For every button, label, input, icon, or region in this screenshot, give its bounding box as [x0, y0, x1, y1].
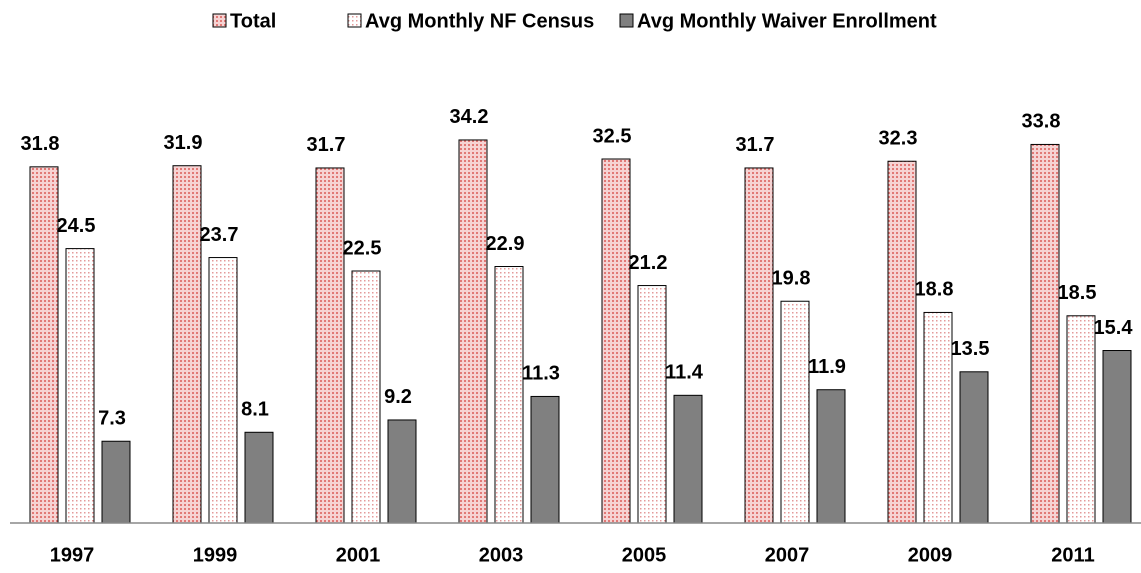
data-label: 18.5	[1058, 282, 1097, 304]
data-label: 31.7	[307, 134, 346, 156]
legend-swatch	[212, 13, 227, 28]
bar	[208, 257, 238, 524]
bar	[387, 419, 417, 524]
bar	[887, 160, 917, 524]
legend-label: Avg Monthly Waiver Enrollment	[637, 10, 937, 32]
x-tick-label: 2011	[1051, 544, 1094, 566]
bar	[816, 389, 846, 524]
data-label: 23.7	[200, 224, 239, 246]
data-label: 33.8	[1022, 111, 1061, 133]
data-label: 22.5	[343, 237, 382, 259]
legend-swatch	[347, 13, 362, 28]
x-tick-label: 2005	[622, 544, 667, 566]
bar	[601, 158, 631, 524]
legend-swatch	[619, 13, 634, 28]
bar	[530, 395, 560, 524]
x-tick-label: 2007	[765, 544, 810, 566]
data-label: 18.8	[915, 279, 954, 301]
bar	[315, 167, 345, 524]
data-label: 31.7	[736, 134, 775, 156]
data-label: 13.5	[951, 338, 990, 360]
x-tick-label: 2001	[336, 544, 381, 566]
bar	[637, 285, 667, 524]
bar	[780, 300, 810, 524]
data-label: 11.3	[522, 363, 560, 385]
x-tick-label: 1997	[50, 544, 95, 566]
data-label: 11.9	[808, 356, 846, 378]
bar	[244, 431, 274, 524]
bar	[101, 440, 131, 524]
bar	[172, 165, 202, 524]
data-label: 11.4	[665, 362, 704, 384]
data-label: 32.5	[593, 125, 632, 147]
data-label: 9.2	[384, 386, 412, 408]
bar	[959, 371, 989, 524]
bar	[1030, 143, 1060, 524]
bar	[494, 266, 524, 524]
bar	[744, 167, 774, 524]
data-label: 21.2	[629, 252, 668, 274]
data-label: 32.3	[879, 128, 918, 150]
bar	[458, 139, 488, 524]
data-label: 15.4	[1094, 317, 1134, 339]
bar	[351, 270, 381, 524]
bar	[1066, 315, 1096, 524]
data-label: 19.8	[772, 268, 811, 290]
data-label: 31.8	[21, 133, 60, 155]
legend-label: Avg Monthly NF Census	[365, 10, 594, 32]
data-label: 22.9	[486, 233, 525, 255]
x-tick-label: 1999	[193, 544, 238, 566]
x-tick-label: 2003	[479, 544, 524, 566]
bar	[65, 248, 95, 524]
bar	[1102, 350, 1132, 524]
bar	[923, 311, 953, 524]
data-label: 34.2	[450, 106, 489, 128]
bar	[673, 394, 703, 524]
data-label: 7.3	[98, 408, 126, 430]
bar	[29, 166, 59, 524]
legend-label: Total	[230, 10, 276, 32]
data-label: 31.9	[164, 132, 203, 154]
data-label: 8.1	[241, 399, 269, 421]
x-tick-label: 2009	[908, 544, 953, 566]
data-label: 24.5	[57, 215, 96, 237]
